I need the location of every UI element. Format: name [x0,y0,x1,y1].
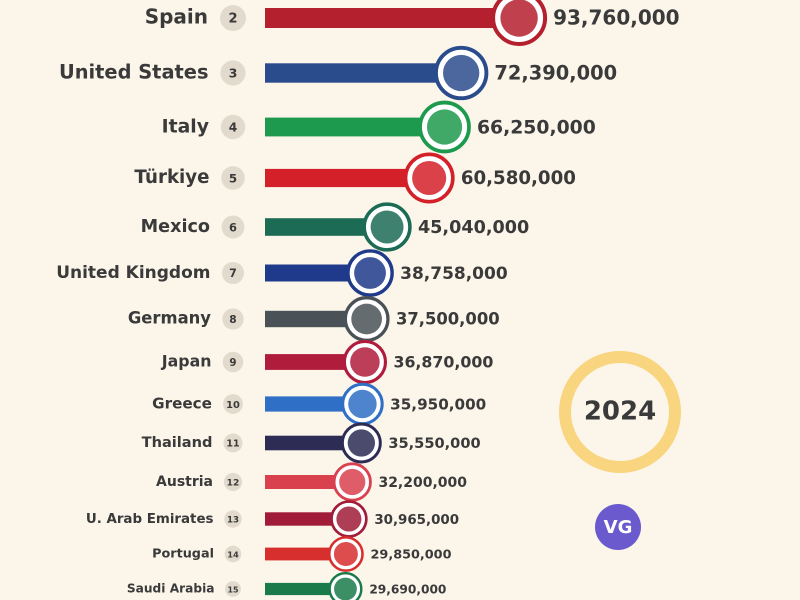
bar [265,264,371,282]
value-label: 29,850,000 [371,548,452,563]
rank-badge [225,581,241,597]
value-label: 32,200,000 [378,475,467,491]
flag [443,54,480,92]
bar [265,168,430,188]
flag [500,0,538,37]
year-label: 2024 [584,397,656,427]
flag [336,506,362,532]
bar [265,8,520,28]
rank-label: 15 [227,586,238,595]
value-label: 37,500,000 [396,310,500,329]
rank-label: 14 [227,550,239,560]
value-label: 30,965,000 [374,513,459,528]
logo [595,504,641,550]
rank-label: 9 [229,357,236,369]
value-label: 93,760,000 [553,6,680,30]
value-label: 72,390,000 [494,62,617,85]
rank-label: 8 [229,313,236,326]
flag [426,109,463,145]
flag [351,303,382,335]
flag [348,389,377,419]
rank-badge [220,5,246,31]
rank-label: 11 [226,439,239,450]
category-label: Mexico [141,217,210,237]
bar [265,354,365,370]
rank-label: 13 [227,516,239,526]
bar [265,396,363,412]
category-label: U. Arab Emirates [86,512,214,527]
value-label: 29,690,000 [369,583,446,597]
category-label: United Kingdom [56,263,210,283]
rank-badge [220,60,246,86]
flag [334,577,357,600]
value-label: 35,950,000 [390,396,486,414]
category-label: Saudi Arabia [127,582,215,596]
flag [339,468,366,496]
rank-badge [221,166,245,190]
year-ring [559,351,681,473]
rank-badge [224,545,242,563]
category-label: Spain [145,5,208,29]
rank-badge [221,215,245,239]
category-label: Greece [152,395,212,413]
category-label: Germany [128,309,211,328]
rank-label: 10 [226,400,240,411]
rank-badge [224,510,242,528]
bar [265,582,346,596]
logo-text: VG [604,517,633,538]
bar [265,512,349,526]
bar [265,547,346,561]
rank-label: 3 [229,66,238,81]
flag [333,542,358,566]
rank-badge [222,308,244,330]
flag [347,429,376,457]
category-label: United States [59,61,209,84]
value-label: 45,040,000 [418,218,529,238]
rank-badge [223,433,243,453]
rank-label: 4 [229,121,238,135]
rank-label: 5 [229,172,237,186]
category-label: Thailand [142,434,213,451]
rank-label: 2 [228,12,237,27]
value-label: 66,250,000 [477,118,596,139]
value-label: 60,580,000 [461,168,576,189]
flag [354,257,386,289]
bar [265,435,362,451]
bar [265,117,445,137]
value-label: 36,870,000 [393,353,493,372]
flag [350,347,380,377]
value-label: 38,758,000 [400,264,508,284]
rank-badge [221,261,245,285]
category-label: Portugal [152,547,214,562]
bar [265,63,462,83]
rank-label: 6 [229,221,237,235]
category-label: Japan [161,352,212,371]
rank-label: 12 [227,479,240,489]
flag [412,160,447,196]
category-label: Türkiye [134,167,209,188]
rank-label: 7 [229,267,237,280]
bar [265,218,388,236]
rank-badge [222,351,244,373]
category-label: Austria [156,474,213,490]
rank-badge [223,394,243,414]
flag [370,210,404,244]
category-label: Italy [162,117,209,138]
value-label: 35,550,000 [388,435,480,452]
bar [265,475,353,489]
rank-badge [223,472,243,492]
bar [265,310,367,328]
rank-badge [220,114,246,140]
